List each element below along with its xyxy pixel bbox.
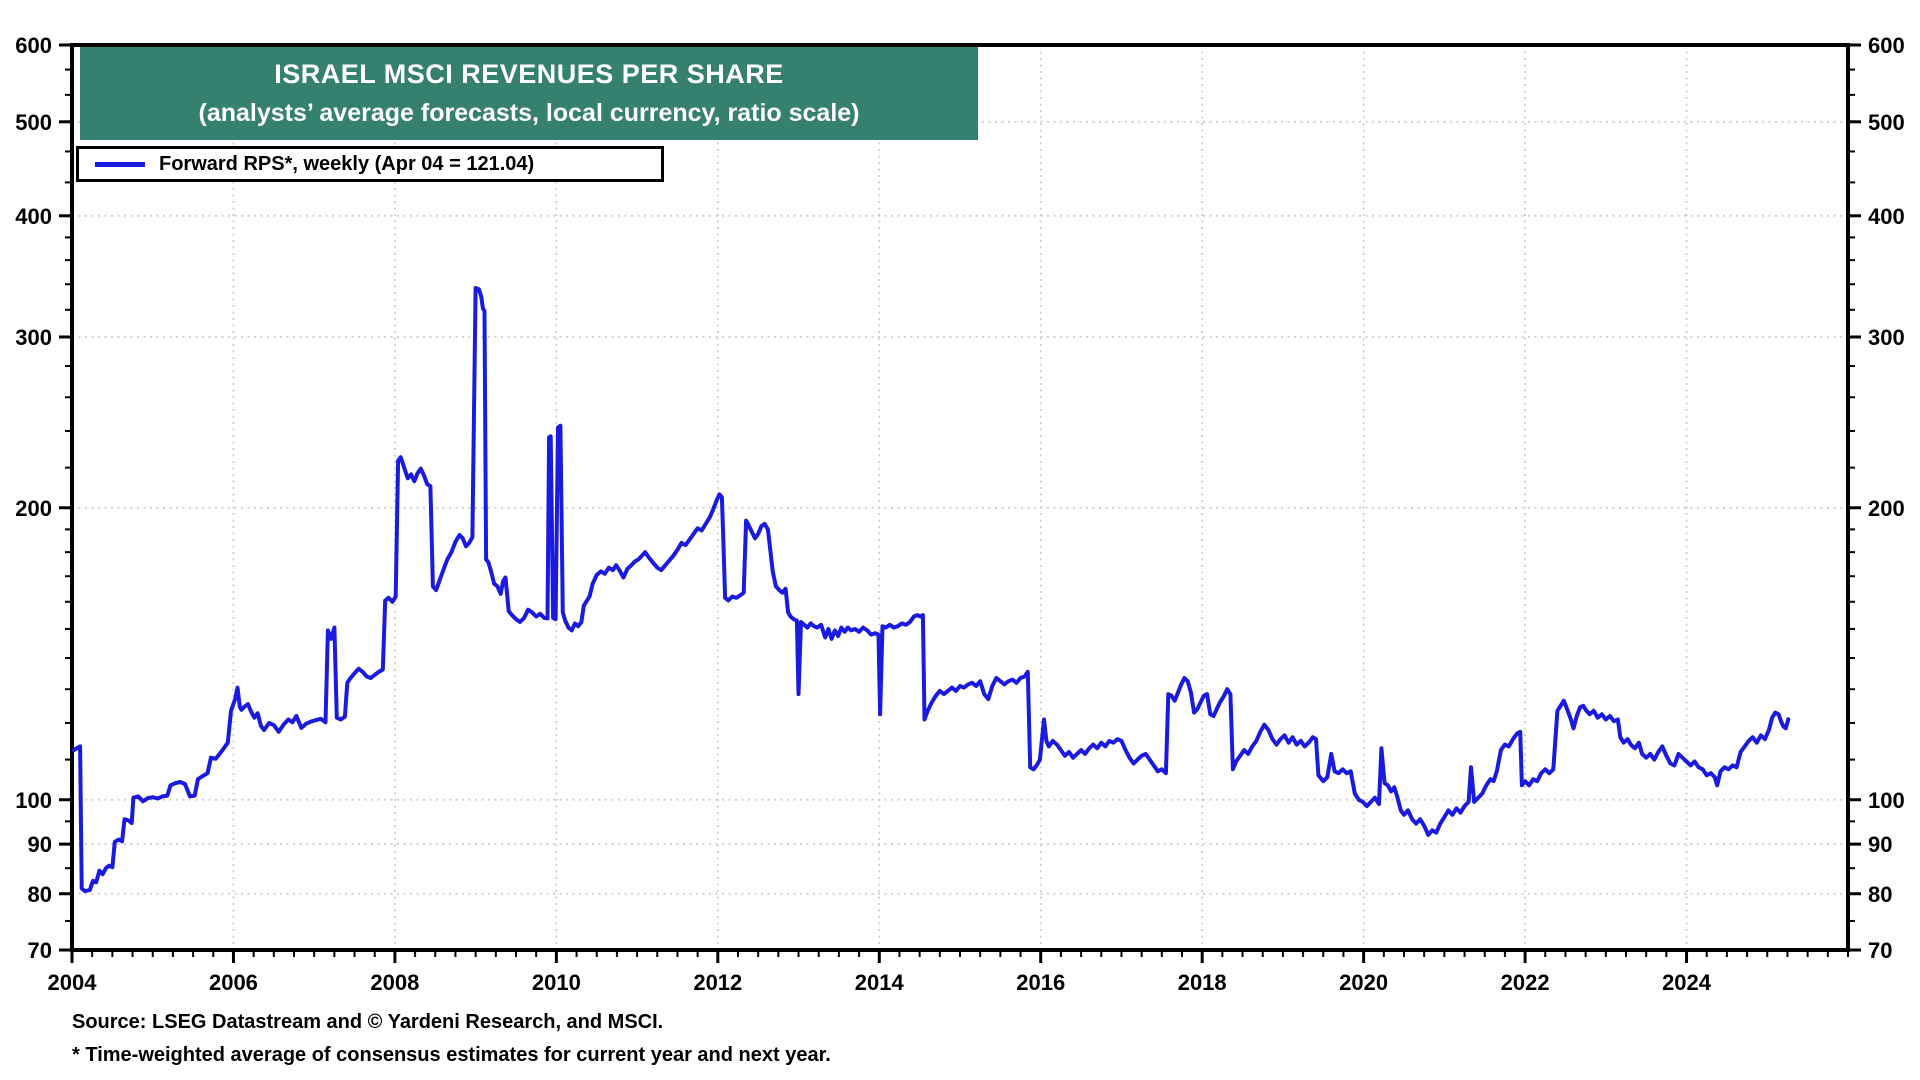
svg-text:2020: 2020 bbox=[1339, 970, 1388, 995]
svg-text:2006: 2006 bbox=[209, 970, 258, 995]
svg-text:2024: 2024 bbox=[1662, 970, 1712, 995]
source-note: Source: LSEG Datastream and © Yardeni Re… bbox=[72, 1011, 664, 1033]
svg-text:600: 600 bbox=[1868, 33, 1905, 58]
gridlines bbox=[72, 45, 1848, 950]
rps-line-series bbox=[71, 286, 1791, 894]
footer-notes: Source: LSEG Datastream and © Yardeni Re… bbox=[72, 1006, 831, 1072]
svg-text:100: 100 bbox=[15, 788, 52, 813]
svg-text:200: 200 bbox=[15, 496, 52, 521]
svg-text:300: 300 bbox=[1868, 325, 1905, 350]
svg-text:2018: 2018 bbox=[1178, 970, 1227, 995]
svg-text:80: 80 bbox=[1868, 882, 1892, 907]
svg-text:500: 500 bbox=[1868, 110, 1905, 135]
svg-text:90: 90 bbox=[28, 832, 52, 857]
legend: Forward RPS*, weekly (Apr 04 = 121.04) bbox=[76, 146, 664, 182]
svg-text:2014: 2014 bbox=[855, 970, 905, 995]
svg-text:70: 70 bbox=[1868, 938, 1892, 963]
chart-title-box: ISRAEL MSCI REVENUES PER SHARE (analysts… bbox=[80, 47, 978, 140]
legend-label: Forward RPS*, weekly (Apr 04 = 121.04) bbox=[159, 152, 535, 175]
svg-text:200: 200 bbox=[1868, 496, 1905, 521]
svg-text:2022: 2022 bbox=[1501, 970, 1550, 995]
svg-text:2008: 2008 bbox=[370, 970, 419, 995]
plot-frame bbox=[70, 43, 1850, 952]
svg-text:400: 400 bbox=[15, 204, 52, 229]
svg-text:500: 500 bbox=[15, 110, 52, 135]
legend-line-swatch bbox=[95, 161, 145, 167]
svg-text:2012: 2012 bbox=[693, 970, 742, 995]
footnote: * Time-weighted average of consensus est… bbox=[72, 1044, 831, 1066]
chart-title: ISRAEL MSCI REVENUES PER SHARE bbox=[274, 59, 784, 89]
svg-text:80: 80 bbox=[28, 882, 52, 907]
y-axis-labels-left: 600 500 400 300 200 100 90 80 70 bbox=[15, 33, 52, 963]
axis-ticks bbox=[59, 43, 1861, 963]
chart-subtitle: (analysts’ average forecasts, local curr… bbox=[198, 99, 860, 127]
svg-text:70: 70 bbox=[28, 938, 52, 963]
svg-text:2004: 2004 bbox=[48, 970, 98, 995]
svg-text:2016: 2016 bbox=[1016, 970, 1065, 995]
svg-text:400: 400 bbox=[1868, 204, 1905, 229]
svg-text:600: 600 bbox=[15, 33, 52, 58]
y-axis-labels-right: 600 500 400 300 200 100 90 80 70 bbox=[1868, 33, 1905, 963]
svg-text:90: 90 bbox=[1868, 832, 1892, 857]
x-axis-labels: 2004 2006 2008 2010 2012 2014 2016 2018 2020 2022… bbox=[48, 970, 1712, 995]
svg-text:2010: 2010 bbox=[532, 970, 581, 995]
svg-text:300: 300 bbox=[15, 325, 52, 350]
svg-text:100: 100 bbox=[1868, 788, 1905, 813]
